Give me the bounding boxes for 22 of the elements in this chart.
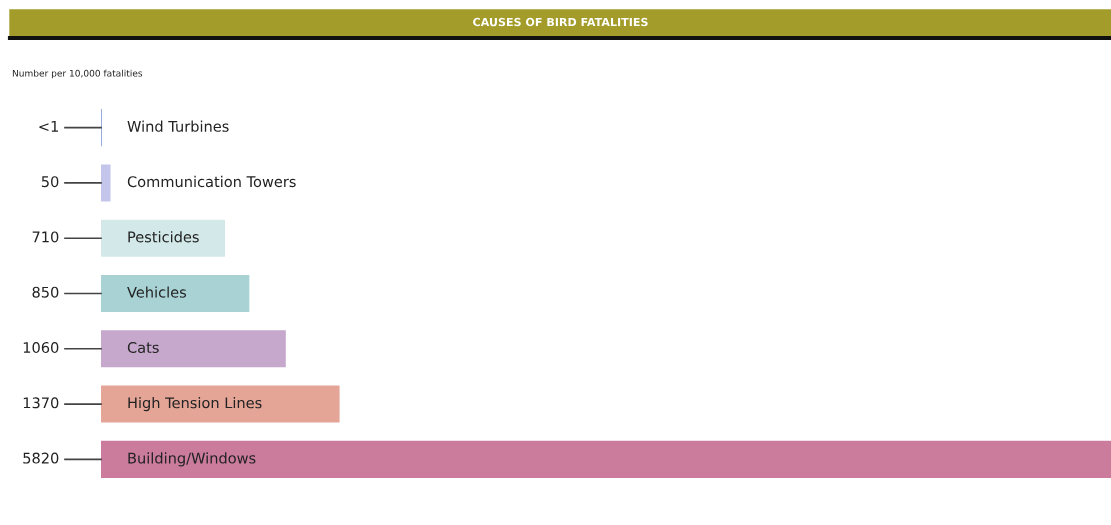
y-tick-label: Vehicles: [127, 286, 187, 298]
bar: [101, 385, 340, 423]
bar: [101, 219, 226, 257]
data-label: 1060: [23, 341, 59, 354]
data-label: <1: [39, 121, 58, 132]
chart-title: CAUSES OF BIRD FATALITIES: [473, 17, 648, 27]
data-label: 850: [32, 286, 59, 298]
bar: [101, 440, 1111, 478]
bar: [101, 274, 250, 313]
bar: [101, 330, 286, 368]
data-label: 50: [41, 176, 59, 188]
y-tick-label: Communication Towers: [127, 175, 296, 188]
chart-subtitle: Number per 10,000 fatalities: [12, 69, 143, 79]
y-tick-label: High Tension Lines: [128, 397, 262, 412]
bar: [101, 164, 111, 202]
data-label: 1370: [23, 397, 59, 409]
y-tick-label: Wind Turbines: [127, 120, 229, 132]
y-tick-label: Pesticides: [128, 231, 199, 243]
data-label: 710: [32, 231, 59, 243]
y-tick-label: Cats: [127, 341, 159, 354]
data-label: 5820: [23, 452, 59, 464]
y-tick-label: Building/Windows: [128, 452, 256, 467]
